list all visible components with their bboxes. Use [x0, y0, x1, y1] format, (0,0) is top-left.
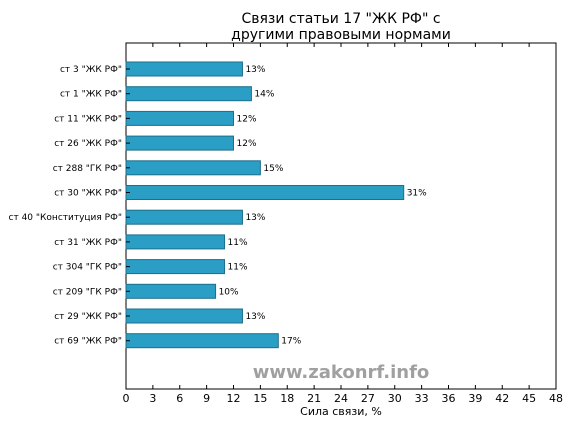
x-tick-label: 48	[549, 392, 563, 405]
category-label: ст 304 "ГК РФ"	[53, 263, 122, 273]
watermark: www.zakonrf.info	[253, 362, 430, 383]
x-tick-label: 42	[495, 392, 509, 405]
bar	[125, 61, 243, 77]
value-label: 12%	[237, 114, 257, 124]
value-label: 13%	[245, 312, 265, 322]
value-label: 12%	[237, 139, 257, 149]
x-tick-label: 24	[334, 392, 348, 405]
value-label: 10%	[219, 287, 239, 297]
category-label: ст 31 "ЖК РФ"	[54, 238, 122, 248]
value-label: 14%	[254, 90, 274, 100]
bar	[125, 86, 252, 102]
category-label: ст 29 "ЖК РФ"	[54, 312, 122, 322]
bar	[125, 110, 234, 126]
x-tick-label: 12	[227, 392, 241, 405]
x-tick-label: 39	[468, 392, 482, 405]
bar	[125, 283, 217, 299]
x-tick-label: 30	[388, 392, 402, 405]
bar	[125, 160, 261, 176]
category-label: ст 40 "Конституция РФ"	[9, 213, 122, 223]
value-label: 11%	[228, 263, 248, 273]
x-axis-ticks: 0 3 6 9 12 15 18 21 24 27 30 33 36 39 42 45 48	[123, 43, 563, 405]
value-label: 15%	[263, 164, 283, 174]
x-tick-label: 45	[522, 392, 536, 405]
category-label: ст 26 "ЖК РФ"	[54, 139, 122, 149]
x-tick-label: 9	[203, 392, 210, 405]
bar	[125, 135, 234, 151]
category-label: ст 288 "ГК РФ"	[53, 164, 122, 174]
category-label: ст 11 "ЖК РФ"	[54, 114, 122, 124]
x-tick-label: 27	[361, 392, 375, 405]
bar	[125, 234, 226, 250]
category-label: ст 1 "ЖК РФ"	[60, 90, 122, 100]
category-labels: ст 3 "ЖК РФ" ст 1 "ЖК РФ" ст 11 "ЖК РФ" ст …	[9, 65, 122, 347]
value-label: 11%	[228, 238, 248, 248]
value-label: 13%	[245, 65, 265, 75]
bar	[125, 259, 226, 275]
x-tick-label: 6	[176, 392, 183, 405]
bar	[125, 308, 243, 324]
category-label: ст 3 "ЖК РФ"	[60, 65, 122, 75]
bar	[125, 333, 279, 349]
bar	[125, 209, 243, 225]
chart-title-line: Связи статьи 17 "ЖК РФ" с	[241, 11, 440, 27]
x-tick-label: 33	[415, 392, 429, 405]
bar	[125, 185, 405, 200]
value-label: 31%	[407, 189, 427, 199]
chart-title-line: другими правовыми нормами	[231, 27, 451, 43]
category-label: ст 30 "ЖК РФ"	[54, 189, 122, 199]
category-label: ст 209 "ГК РФ"	[53, 287, 122, 297]
x-tick-label: 0	[123, 392, 130, 405]
value-label: 13%	[245, 213, 265, 223]
bars-group	[125, 61, 405, 349]
x-axis-label: Сила связи, %	[300, 405, 382, 418]
x-tick-label: 36	[442, 392, 456, 405]
x-tick-label: 3	[149, 392, 156, 405]
x-tick-label: 21	[307, 392, 321, 405]
x-tick-label: 18	[280, 392, 294, 405]
value-labels: 13% 14% 12% 12% 15% 31% 13% 11% 11% 10% 13% 17%	[219, 65, 428, 347]
x-tick-label: 15	[253, 392, 267, 405]
value-label: 17%	[281, 337, 301, 347]
category-label: ст 69 "ЖК РФ"	[54, 337, 122, 347]
